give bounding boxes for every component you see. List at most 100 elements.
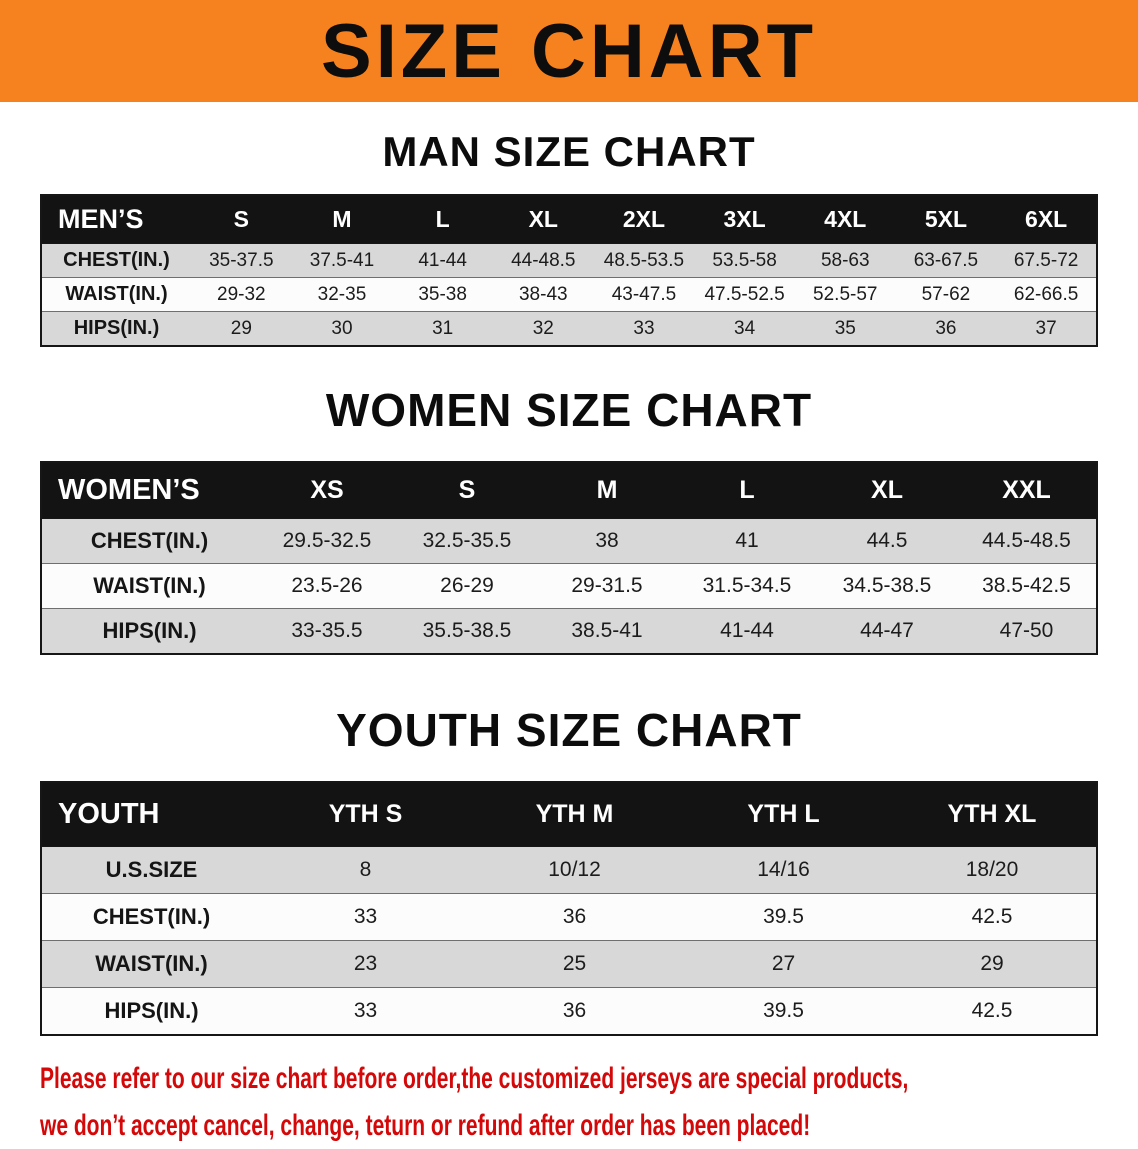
size-value-cell: 33 bbox=[261, 988, 470, 1036]
row-label: HIPS(IN.) bbox=[41, 312, 191, 347]
size-value-cell: 41-44 bbox=[677, 609, 817, 655]
size-column-header: 5XL bbox=[896, 195, 997, 244]
size-value-cell: 29-32 bbox=[191, 278, 292, 312]
size-column-header: 6XL bbox=[996, 195, 1097, 244]
size-value-cell: 37 bbox=[996, 312, 1097, 347]
size-value-cell: 35.5-38.5 bbox=[397, 609, 537, 655]
size-value-cell: 47-50 bbox=[957, 609, 1097, 655]
size-value-cell: 34.5-38.5 bbox=[817, 564, 957, 609]
row-label: CHEST(IN.) bbox=[41, 894, 261, 941]
table-title-cell: MEN’S bbox=[41, 195, 191, 244]
size-column-header: YTH XL bbox=[888, 782, 1097, 847]
size-value-cell: 62-66.5 bbox=[996, 278, 1097, 312]
row-label: U.S.SIZE bbox=[41, 847, 261, 894]
size-value-cell: 39.5 bbox=[679, 988, 888, 1036]
size-value-cell: 33 bbox=[261, 894, 470, 941]
size-value-cell: 53.5-58 bbox=[694, 244, 795, 278]
row-label: WAIST(IN.) bbox=[41, 941, 261, 988]
women-section-heading: WOMEN SIZE CHART bbox=[0, 383, 1138, 437]
size-value-cell: 44.5-48.5 bbox=[957, 519, 1097, 564]
size-value-cell: 36 bbox=[470, 894, 679, 941]
size-value-cell: 18/20 bbox=[888, 847, 1097, 894]
size-column-header: L bbox=[677, 462, 817, 519]
youth-section-heading: YOUTH SIZE CHART bbox=[0, 703, 1138, 757]
table-title-cell: YOUTH bbox=[41, 782, 261, 847]
size-value-cell: 36 bbox=[896, 312, 997, 347]
banner: SIZE CHART bbox=[0, 0, 1138, 102]
size-value-cell: 35 bbox=[795, 312, 896, 347]
row-label: CHEST(IN.) bbox=[41, 244, 191, 278]
size-value-cell: 67.5-72 bbox=[996, 244, 1097, 278]
size-value-cell: 36 bbox=[470, 988, 679, 1036]
size-value-cell: 35-38 bbox=[392, 278, 493, 312]
size-column-header: YTH S bbox=[261, 782, 470, 847]
size-column-header: XL bbox=[493, 195, 594, 244]
size-column-header: L bbox=[392, 195, 493, 244]
size-column-header: XS bbox=[257, 462, 397, 519]
size-column-header: YTH M bbox=[470, 782, 679, 847]
size-value-cell: 29.5-32.5 bbox=[257, 519, 397, 564]
size-value-cell: 44-48.5 bbox=[493, 244, 594, 278]
size-value-cell: 63-67.5 bbox=[896, 244, 997, 278]
size-value-cell: 10/12 bbox=[470, 847, 679, 894]
banner-title: SIZE CHART bbox=[321, 8, 817, 95]
size-value-cell: 29 bbox=[191, 312, 292, 347]
row-label: WAIST(IN.) bbox=[41, 564, 257, 609]
size-column-header: XXL bbox=[957, 462, 1097, 519]
notice-line-1: Please refer to our size chart before or… bbox=[40, 1056, 1138, 1103]
size-value-cell: 38 bbox=[537, 519, 677, 564]
size-column-header: 4XL bbox=[795, 195, 896, 244]
size-value-cell: 58-63 bbox=[795, 244, 896, 278]
size-value-cell: 35-37.5 bbox=[191, 244, 292, 278]
notice-line-2-text: we don’t accept cancel, change, teturn o… bbox=[40, 1103, 810, 1149]
size-value-cell: 8 bbox=[261, 847, 470, 894]
size-column-header: XL bbox=[817, 462, 957, 519]
size-value-cell: 32 bbox=[493, 312, 594, 347]
size-value-cell: 44-47 bbox=[817, 609, 957, 655]
size-value-cell: 52.5-57 bbox=[795, 278, 896, 312]
size-column-header: S bbox=[397, 462, 537, 519]
size-column-header: S bbox=[191, 195, 292, 244]
size-value-cell: 43-47.5 bbox=[594, 278, 695, 312]
size-value-cell: 39.5 bbox=[679, 894, 888, 941]
size-value-cell: 42.5 bbox=[888, 988, 1097, 1036]
row-label: HIPS(IN.) bbox=[41, 988, 261, 1036]
table-title-cell: WOMEN’S bbox=[41, 462, 257, 519]
notice-line-2: we don’t accept cancel, change, teturn o… bbox=[40, 1103, 1138, 1149]
size-value-cell: 26-29 bbox=[397, 564, 537, 609]
size-value-cell: 30 bbox=[292, 312, 393, 347]
size-value-cell: 33-35.5 bbox=[257, 609, 397, 655]
size-value-cell: 42.5 bbox=[888, 894, 1097, 941]
size-value-cell: 25 bbox=[470, 941, 679, 988]
size-value-cell: 14/16 bbox=[679, 847, 888, 894]
row-label: CHEST(IN.) bbox=[41, 519, 257, 564]
size-value-cell: 29 bbox=[888, 941, 1097, 988]
size-value-cell: 48.5-53.5 bbox=[594, 244, 695, 278]
footer-notice: Please refer to our size chart before or… bbox=[40, 1056, 1138, 1149]
size-value-cell: 29-31.5 bbox=[537, 564, 677, 609]
size-column-header: M bbox=[537, 462, 677, 519]
size-value-cell: 23 bbox=[261, 941, 470, 988]
size-value-cell: 47.5-52.5 bbox=[694, 278, 795, 312]
